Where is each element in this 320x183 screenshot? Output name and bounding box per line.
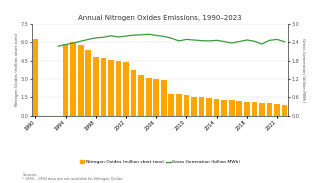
- Bar: [252, 102, 257, 115]
- Bar: [221, 100, 227, 115]
- Bar: [176, 94, 182, 115]
- Legend: Nitrogen Oxides (million short tons), Gross Generation (billion MWh): Nitrogen Oxides (million short tons), Gr…: [78, 158, 242, 166]
- Bar: [116, 61, 121, 115]
- Bar: [93, 57, 99, 115]
- Bar: [108, 59, 114, 115]
- Y-axis label: Nitrogen Oxides (million short tons): Nitrogen Oxides (million short tons): [15, 33, 19, 107]
- Bar: [70, 42, 76, 115]
- Y-axis label: Gross Generation (billion MWh): Gross Generation (billion MWh): [301, 38, 305, 102]
- Text: Sources:
* 1990 – 1994 data are not available for Nitrogen Oxides: Sources: * 1990 – 1994 data are not avai…: [22, 173, 123, 181]
- Bar: [214, 99, 220, 115]
- Title: Annual Nitrogen Oxides Emissions, 1990–2023: Annual Nitrogen Oxides Emissions, 1990–2…: [78, 15, 242, 21]
- Bar: [274, 104, 280, 115]
- Bar: [259, 103, 265, 115]
- Bar: [123, 62, 129, 115]
- Bar: [100, 58, 106, 115]
- Bar: [161, 80, 167, 115]
- Bar: [191, 97, 197, 115]
- Bar: [267, 103, 272, 115]
- Bar: [244, 102, 250, 115]
- Bar: [153, 79, 159, 115]
- Bar: [199, 97, 204, 115]
- Bar: [229, 100, 235, 115]
- Bar: [131, 70, 136, 115]
- Bar: [138, 75, 144, 115]
- Bar: [78, 45, 84, 115]
- Bar: [146, 78, 151, 115]
- Bar: [236, 101, 242, 115]
- Bar: [85, 50, 91, 115]
- Bar: [184, 96, 189, 115]
- Bar: [63, 44, 68, 115]
- Bar: [206, 98, 212, 115]
- Bar: [282, 105, 287, 115]
- Bar: [33, 39, 38, 115]
- Bar: [169, 94, 174, 115]
